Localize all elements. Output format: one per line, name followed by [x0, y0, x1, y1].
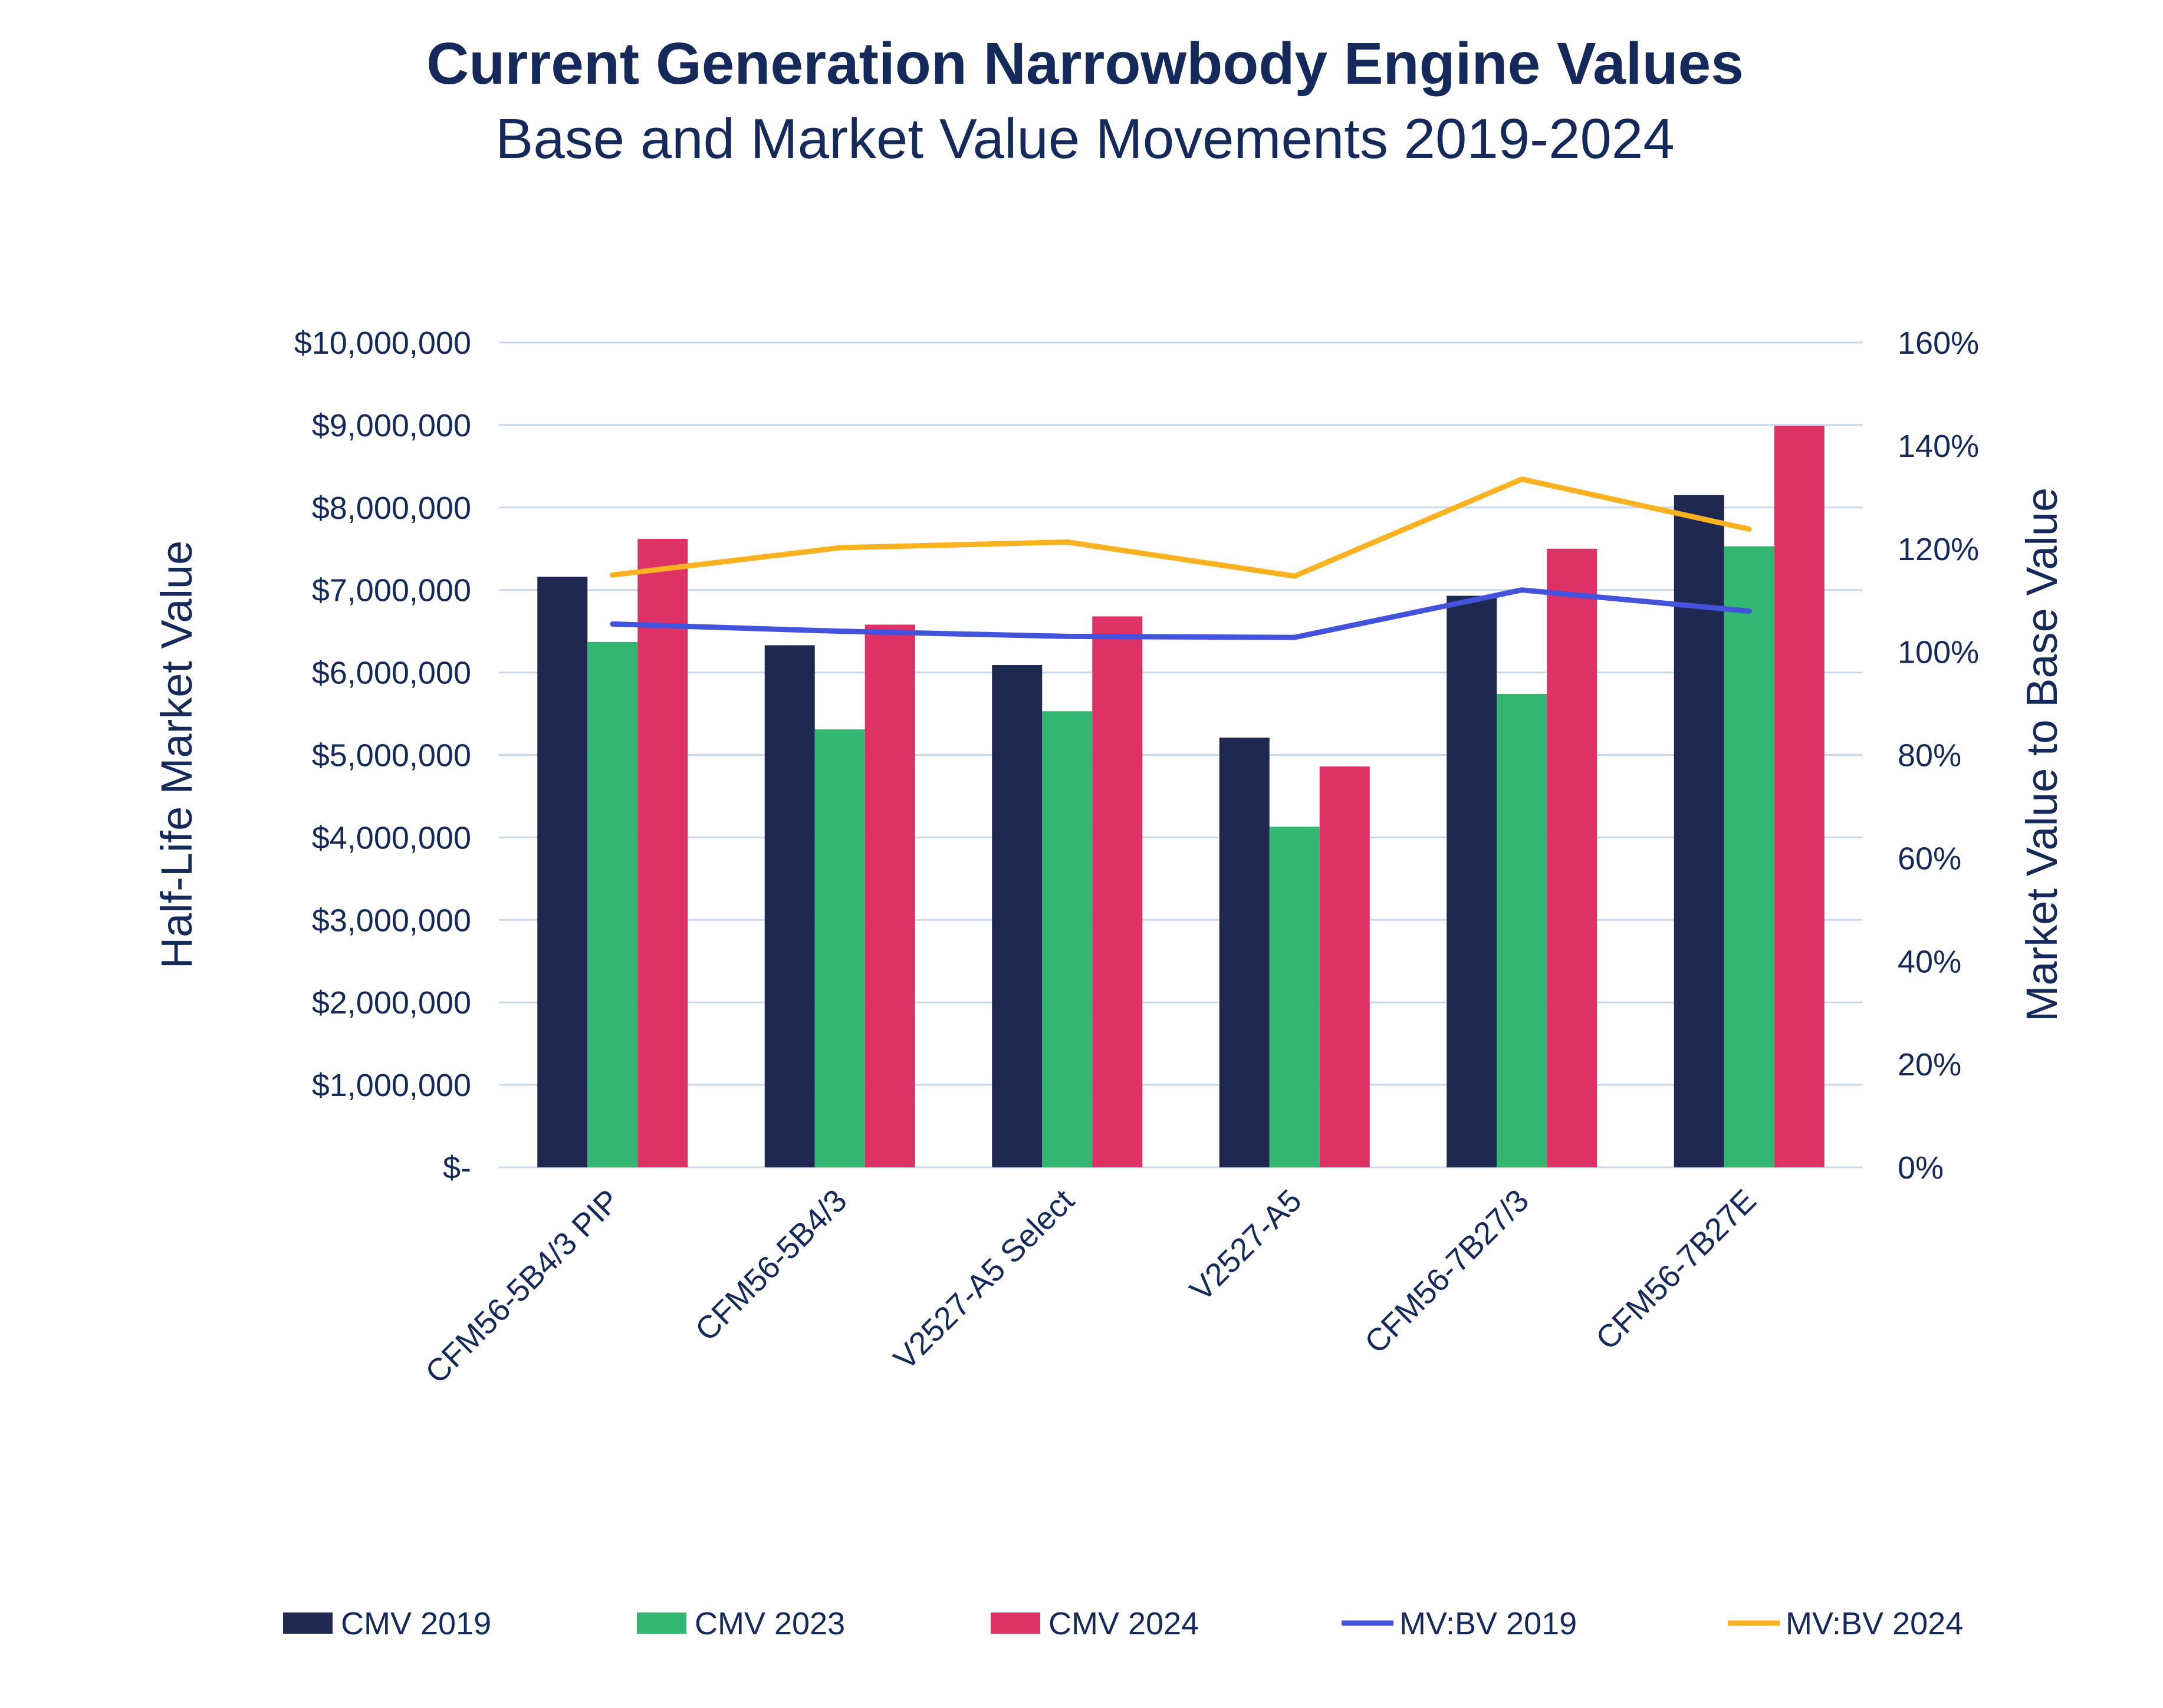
legend-swatch-2	[991, 1612, 1040, 1634]
bar-cmv-2023	[1497, 693, 1547, 1167]
bar-cmv-2023	[587, 641, 638, 1167]
bar-cmv-2023	[814, 729, 865, 1167]
right-tick-label: 80%	[1898, 738, 1961, 774]
left-tick-label: $3,000,000	[312, 903, 471, 938]
x-tick-label: V2527-A5 Select	[887, 1183, 1081, 1377]
line-mv-bv-2019	[610, 587, 1752, 640]
left-tick-label: $9,000,000	[312, 408, 471, 443]
x-tick-label: CFM56-5B4/3	[689, 1183, 854, 1348]
chart-title: Current Generation Narrowbody Engine Val…	[426, 31, 1744, 97]
right-tick-label: 140%	[1898, 429, 1979, 464]
x-tick-label: CFM56-5B4/3 PIP	[419, 1183, 626, 1390]
left-tick-label: $7,000,000	[312, 573, 471, 608]
left-tick-label: $2,000,000	[312, 985, 471, 1021]
bar-cmv-2024	[1774, 426, 1825, 1167]
left-tick-label: $1,000,000	[312, 1068, 471, 1103]
legend-label: MV:BV 2019	[1399, 1606, 1577, 1641]
legend-swatch-0	[283, 1612, 333, 1634]
lines	[610, 476, 1752, 640]
legend-label: CMV 2023	[695, 1606, 845, 1641]
gridlines	[499, 341, 1863, 1169]
bar-cmv-2019	[1219, 738, 1270, 1167]
x-tick-label: CFM56-7B27E	[1589, 1183, 1763, 1357]
bar-cmv-2024	[864, 624, 915, 1167]
bar-cmv-2023	[1724, 546, 1774, 1167]
left-tick-label: $5,000,000	[312, 738, 471, 774]
bar-cmv-2024	[1319, 766, 1370, 1167]
legend: CMV 2019 CMV 2023 CMV 2024 MV:BV 2019 MV:BV …	[283, 1606, 1963, 1641]
right-axis-ticks: 0% 20% 40% 60% 80% 100% 120% 140% 160%	[1898, 325, 1979, 1186]
right-tick-label: 160%	[1898, 325, 1979, 361]
x-tick-label: V2527-A5	[1183, 1183, 1308, 1308]
bar-cmv-2023	[1042, 711, 1093, 1167]
left-axis-title: Half-Life Market Value	[152, 541, 201, 969]
bar-cmv-2019	[1447, 595, 1497, 1167]
chart-subtitle: Base and Market Value Movements 2019-202…	[495, 107, 1674, 170]
line-mv-bv-2024	[610, 476, 1752, 579]
right-axis-title: Market Value to Base Value	[2017, 488, 2066, 1022]
left-tick-label: $10,000,000	[294, 325, 471, 361]
bar-cmv-2024	[1092, 616, 1143, 1167]
bar-cmv-2024	[637, 538, 688, 1168]
legend-swatch-1	[637, 1612, 686, 1634]
right-tick-label: 100%	[1898, 635, 1979, 670]
bars	[537, 426, 1825, 1168]
bar-cmv-2023	[1269, 827, 1320, 1167]
x-tick-label: CFM56-7B27/3	[1358, 1183, 1536, 1360]
right-tick-label: 40%	[1898, 944, 1961, 979]
right-tick-label: 120%	[1898, 532, 1979, 567]
legend-label: CMV 2024	[1048, 1606, 1199, 1641]
left-axis-ticks: $- $1,000,000 $2,000,000 $3,000,000 $4,000,0…	[294, 325, 471, 1186]
bar-cmv-2019	[764, 645, 815, 1167]
legend-label: MV:BV 2024	[1786, 1606, 1963, 1641]
left-tick-label: $4,000,000	[312, 820, 471, 855]
left-tick-label: $6,000,000	[312, 656, 471, 691]
bar-cmv-2019	[1674, 495, 1724, 1168]
right-tick-label: 20%	[1898, 1047, 1961, 1082]
right-tick-label: 0%	[1898, 1150, 1944, 1186]
bar-cmv-2019	[537, 577, 588, 1167]
left-tick-label: $8,000,000	[312, 491, 471, 526]
x-axis-ticks: CFM56-5B4/3 PIP CFM56-5B4/3 V2527-A5 Selec…	[419, 1183, 1763, 1390]
left-tick-label: $-	[443, 1150, 471, 1186]
bar-cmv-2019	[992, 665, 1043, 1167]
right-tick-label: 60%	[1898, 841, 1961, 876]
legend-label: CMV 2019	[341, 1606, 491, 1641]
bar-cmv-2024	[1547, 548, 1597, 1167]
